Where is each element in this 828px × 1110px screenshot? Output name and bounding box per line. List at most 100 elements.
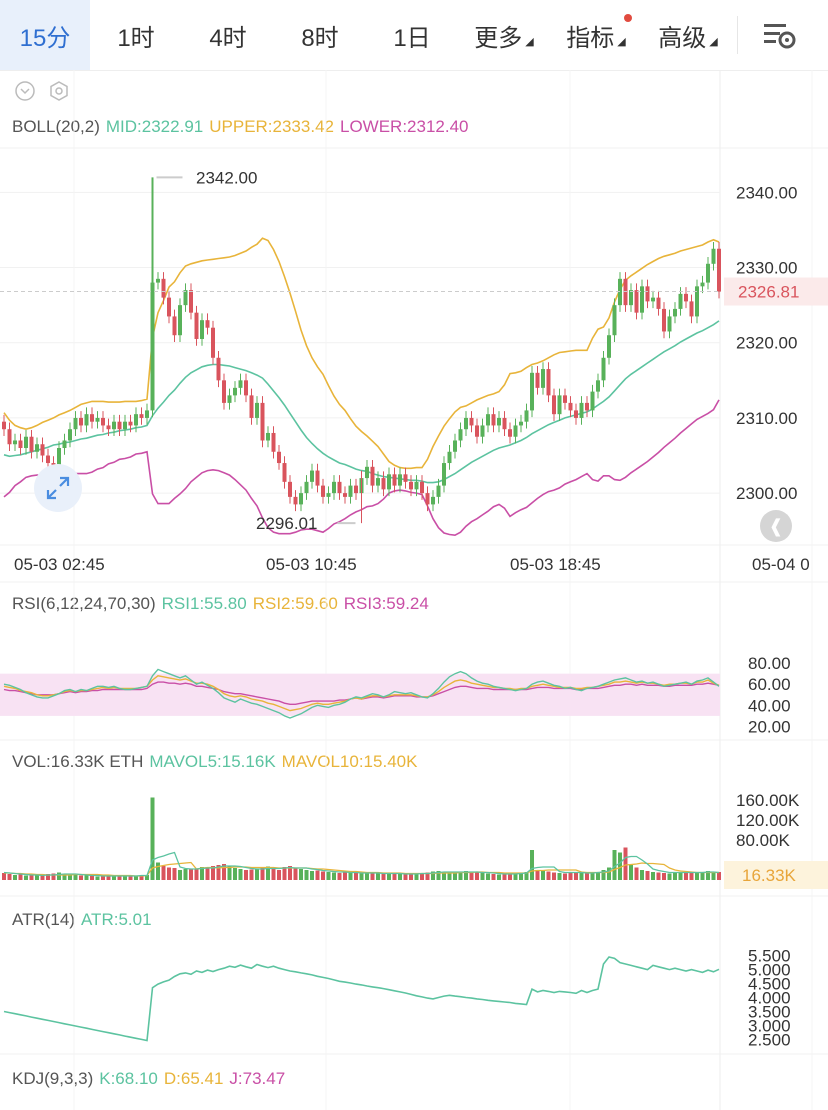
volume-bar bbox=[508, 873, 512, 880]
candle-body bbox=[387, 474, 391, 490]
volume-bar bbox=[156, 862, 160, 880]
candle-body bbox=[354, 485, 358, 494]
candle-body bbox=[651, 297, 655, 302]
volume-bar bbox=[282, 867, 287, 880]
volume-bar bbox=[557, 873, 562, 880]
tab-divider bbox=[737, 16, 738, 54]
candle-body bbox=[370, 466, 375, 486]
volume-bar bbox=[618, 852, 622, 880]
expand-button[interactable] bbox=[34, 464, 82, 512]
volume-bar bbox=[458, 872, 463, 880]
tab-label: 更多 bbox=[474, 24, 523, 52]
candle-body bbox=[667, 316, 672, 332]
volume-bar bbox=[321, 871, 325, 880]
boll-lower-value: LOWER:2312.40 bbox=[339, 117, 469, 136]
atr-tick-label: 3.500 bbox=[748, 1002, 791, 1021]
candle-body bbox=[431, 496, 435, 505]
volume-bar bbox=[381, 874, 386, 880]
caret-icon: ◢ bbox=[709, 35, 718, 48]
atr-tick-label: 4.500 bbox=[748, 975, 791, 994]
volume-bar bbox=[656, 872, 661, 880]
price-tick-label: 2340.00 bbox=[736, 183, 797, 202]
candle-body bbox=[13, 440, 17, 445]
vol-name: VOL:16.33K ETH bbox=[12, 752, 144, 771]
tab-advanced[interactable]: 高级 ◢ bbox=[642, 0, 734, 70]
candle-body bbox=[365, 466, 369, 479]
tab-label: 指标 bbox=[566, 24, 615, 52]
volume-bar bbox=[332, 872, 336, 880]
volume-bar bbox=[216, 865, 221, 880]
candle-body bbox=[398, 474, 402, 486]
tab-4h[interactable]: 4时 bbox=[182, 0, 274, 70]
tab-1d[interactable]: 1日 bbox=[366, 0, 458, 70]
volume-bar bbox=[645, 871, 650, 880]
candle-body bbox=[332, 481, 336, 494]
volume-bar bbox=[244, 870, 248, 880]
atr-tick-label: 5.000 bbox=[748, 961, 791, 980]
candle-body bbox=[57, 448, 61, 471]
volume-bar bbox=[447, 872, 452, 880]
candle-body bbox=[238, 380, 243, 388]
volume-bar bbox=[370, 873, 375, 880]
candle-body bbox=[282, 463, 287, 482]
chart-tools bbox=[14, 80, 70, 102]
volume-bar bbox=[205, 868, 210, 880]
boll-mid-value: MID:2322.91 bbox=[105, 117, 204, 136]
candle-body bbox=[535, 372, 540, 388]
candle-body bbox=[403, 474, 408, 482]
tab-more[interactable]: 更多 ◢ bbox=[458, 0, 550, 70]
candle-body bbox=[381, 478, 386, 490]
tab-label: 4时 bbox=[209, 24, 247, 52]
candle-body bbox=[464, 417, 468, 430]
mavol5-value: MAVOL5:15.16K bbox=[149, 752, 276, 771]
candle-body bbox=[95, 417, 100, 422]
volume-bar bbox=[277, 870, 281, 880]
candle-body bbox=[189, 290, 193, 313]
candle-body bbox=[442, 463, 446, 486]
candle-body bbox=[590, 391, 595, 411]
atr-tick-label: 5.500 bbox=[748, 947, 791, 966]
candle-body bbox=[62, 440, 67, 449]
candle-body bbox=[183, 290, 188, 306]
scroll-to-latest-button[interactable]: ❰ bbox=[760, 510, 792, 542]
volume-bar bbox=[123, 875, 127, 880]
volume-bar bbox=[695, 872, 699, 880]
candle-body bbox=[2, 421, 6, 430]
candle-body bbox=[84, 414, 89, 426]
candle-body bbox=[35, 444, 39, 452]
volume-bar bbox=[552, 872, 556, 880]
tab-1h[interactable]: 1时 bbox=[90, 0, 182, 70]
candle-body bbox=[447, 451, 452, 464]
candle-body bbox=[453, 440, 457, 452]
chevron-circle-icon[interactable] bbox=[14, 80, 36, 102]
candle-body bbox=[541, 369, 545, 388]
volume-bar bbox=[172, 868, 177, 880]
volume-bar bbox=[24, 875, 28, 880]
candle-body bbox=[711, 248, 716, 264]
candle-body bbox=[519, 421, 523, 426]
volume-bar bbox=[145, 875, 149, 880]
candle-body bbox=[172, 316, 177, 336]
tab-8h[interactable]: 8时 bbox=[274, 0, 366, 70]
tab-label: 高级 bbox=[658, 24, 707, 52]
chart-settings-icon[interactable] bbox=[760, 18, 800, 52]
time-tick-label: 05-03 18:45 bbox=[510, 555, 601, 574]
tab-indicators[interactable]: 指标 ◢ bbox=[550, 0, 642, 70]
candle-body bbox=[508, 429, 512, 437]
volume-bar bbox=[596, 872, 600, 880]
mavol5-line bbox=[3, 851, 720, 877]
volume-bar bbox=[288, 866, 292, 880]
volume-bar bbox=[502, 874, 507, 880]
candle-body bbox=[409, 481, 413, 490]
volume-bar bbox=[425, 872, 430, 880]
candle-body bbox=[634, 290, 639, 313]
tab-15m[interactable]: 15分 bbox=[0, 0, 90, 70]
vol-tick-label: 160.00K bbox=[736, 791, 800, 810]
candle-body bbox=[288, 481, 292, 497]
hexagon-gear-icon[interactable] bbox=[48, 80, 70, 102]
tab-label: 15分 bbox=[19, 24, 71, 52]
vol-legend: VOL:16.33K ETH MAVOL5:15.16K MAVOL10:15.40… bbox=[12, 752, 423, 772]
candle-body bbox=[513, 425, 518, 437]
candle-body bbox=[502, 417, 507, 430]
